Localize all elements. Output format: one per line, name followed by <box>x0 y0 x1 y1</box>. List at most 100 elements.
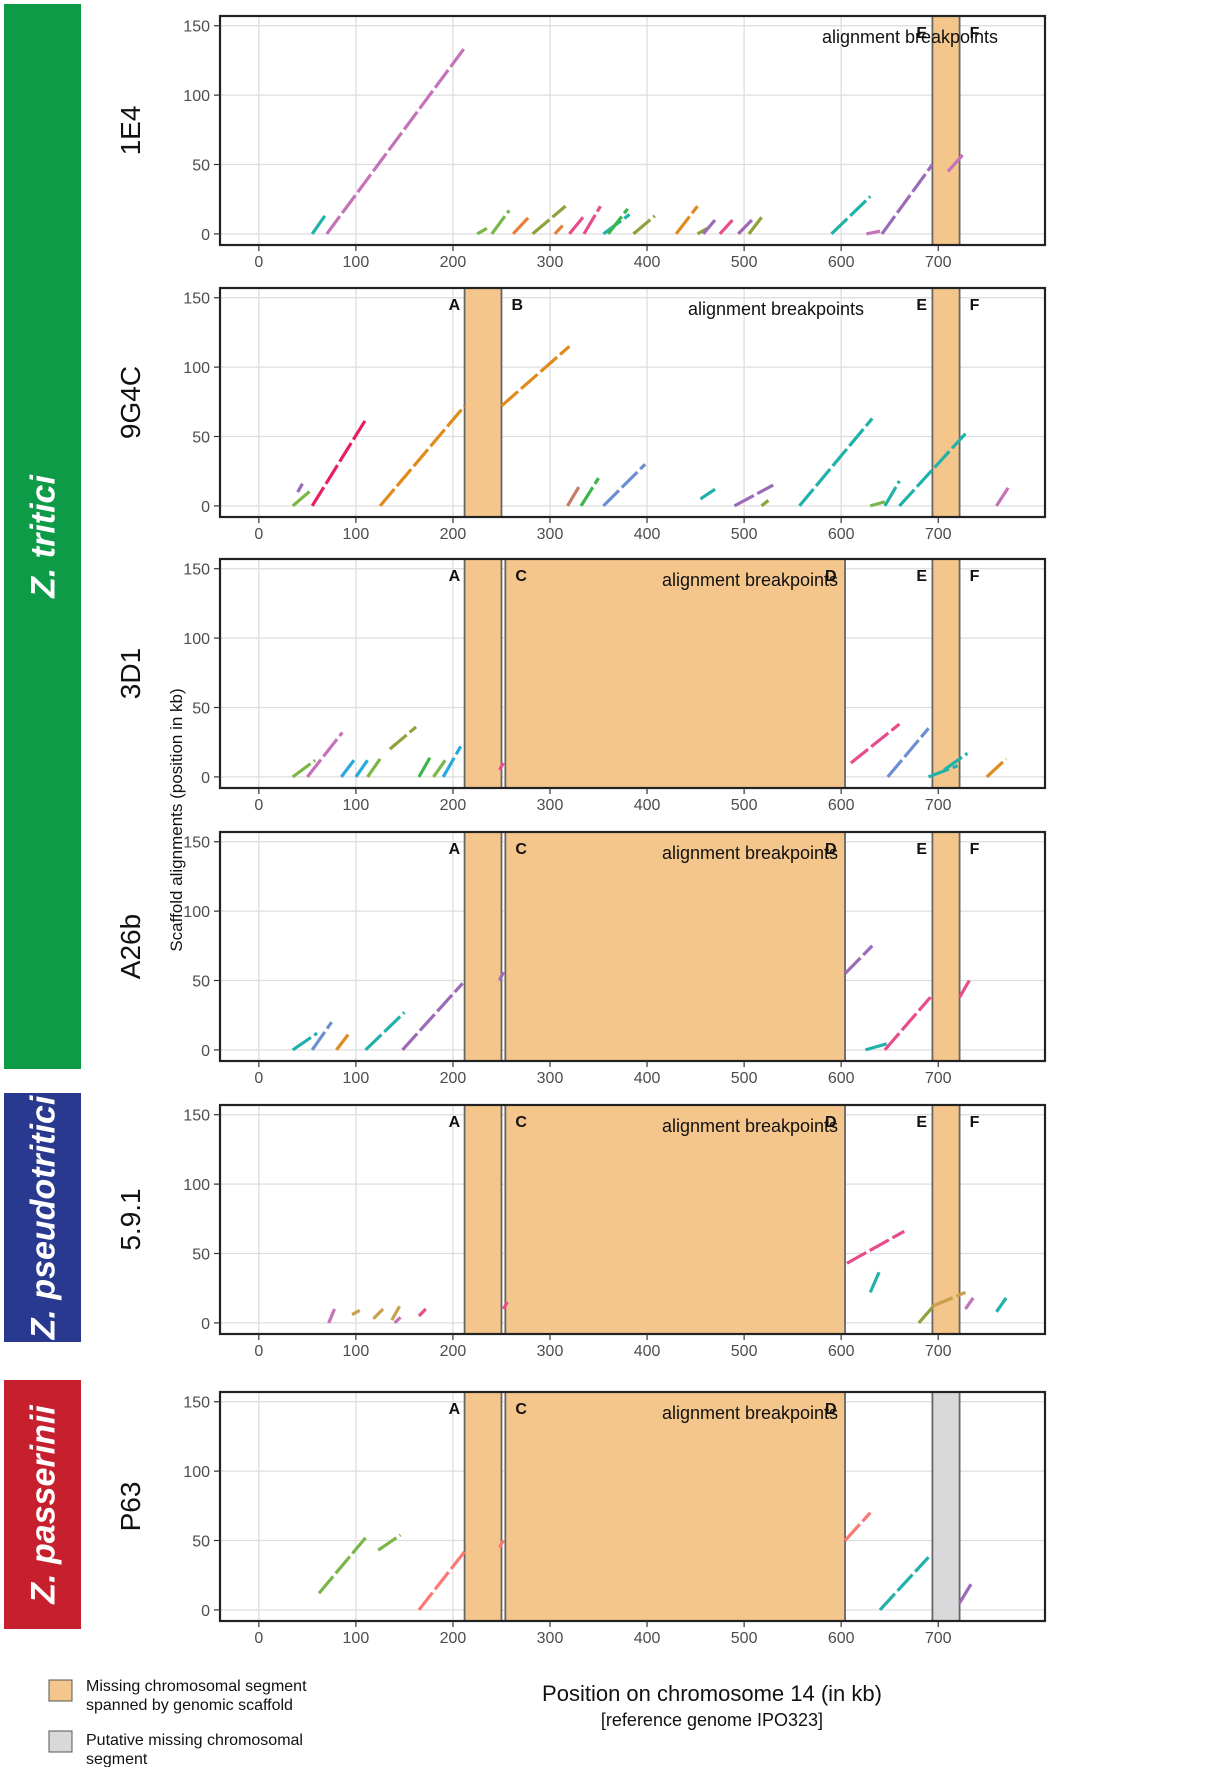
y-tick-label: 150 <box>183 1395 210 1412</box>
y-tick-label: 100 <box>183 1464 210 1481</box>
breakpoint-label: C <box>515 568 527 585</box>
x-tick-label: 500 <box>731 797 758 814</box>
region-layer: ABCDEF <box>449 831 980 1062</box>
alignment-segment <box>417 753 433 778</box>
alignment-segment <box>958 1581 974 1604</box>
alignment-segment <box>291 1031 318 1052</box>
alignment-segment <box>317 1536 367 1595</box>
alignment-segment <box>699 487 716 501</box>
y-axis-title: Scaffold alignments (position in kb) <box>167 688 186 951</box>
x-tick-label: 500 <box>731 1343 758 1360</box>
y-tick-label: 0 <box>201 1316 210 1333</box>
x-tick-label: 0 <box>254 1630 263 1647</box>
alignment-segment <box>582 205 602 235</box>
alignment-segment <box>883 996 932 1051</box>
alignment-segment <box>325 46 466 235</box>
x-tick-label: 500 <box>731 254 758 271</box>
species-label: Z. passerinii <box>25 1404 63 1605</box>
alignment-segment <box>917 1305 935 1324</box>
breakpoint-label: E <box>916 25 927 42</box>
alignment-segment <box>702 218 717 235</box>
x-tick-label: 600 <box>828 1343 855 1360</box>
x-tick-label: 400 <box>634 1070 661 1087</box>
alignment-segment <box>846 1229 906 1265</box>
strain-label: 9G4C <box>115 366 146 439</box>
x-axis-subtitle: [reference genome IPO323] <box>601 1710 823 1730</box>
legend-missing-line2: spanned by genomic scaffold <box>86 1697 293 1714</box>
alignment-segment <box>335 1033 350 1051</box>
alignment-segment <box>432 759 447 778</box>
panel-background <box>220 16 1045 245</box>
x-tick-label: 300 <box>537 1070 564 1087</box>
alignment-segment <box>502 1301 509 1310</box>
alignment-segment <box>364 1011 406 1052</box>
missing-segment-region <box>931 831 961 1062</box>
alignment-segment <box>441 745 463 778</box>
y-tick-label: 0 <box>201 770 210 787</box>
alignment-segment <box>733 483 774 508</box>
alignment-segment <box>500 345 571 408</box>
y-tick-label: 50 <box>192 974 210 991</box>
x-tick-label: 0 <box>254 1070 263 1087</box>
alignment-segment <box>849 722 901 765</box>
species-group: Z. passerinii <box>4 1380 81 1629</box>
species-bar <box>4 1380 81 1629</box>
alignment-segment <box>958 979 971 998</box>
legend-putative-line2: segment <box>86 1751 148 1767</box>
breakpoint-label: F <box>970 1114 980 1131</box>
x-tick-label: 600 <box>828 526 855 543</box>
alignment-segment <box>868 1269 882 1294</box>
species-bar <box>4 1093 81 1342</box>
alignment-segment <box>718 218 734 235</box>
alignment-segment <box>377 1533 402 1552</box>
alignment-segment <box>498 762 505 771</box>
breakpoint-label: D <box>825 568 837 585</box>
missing-segment-region <box>504 1391 846 1622</box>
x-tick-label: 100 <box>343 254 370 271</box>
strain-label: P63 <box>115 1482 146 1532</box>
alignment-segment <box>865 1041 891 1052</box>
alignment-segment <box>388 725 418 751</box>
missing-segment-region <box>463 1104 503 1335</box>
alignment-segment <box>898 432 967 507</box>
y-tick-label: 150 <box>183 1108 210 1125</box>
x-tick-label: 100 <box>343 1343 370 1360</box>
alignment-segment <box>476 226 488 236</box>
alignment-segment <box>883 480 901 507</box>
alignment-segment <box>760 499 770 508</box>
breakpoint-label: A <box>449 297 461 314</box>
alignment-segment <box>931 1290 967 1308</box>
alignment-segment <box>498 971 505 982</box>
y-tick-label: 100 <box>183 1177 210 1194</box>
breakpoint-annotation: alignment breakpoints <box>662 1403 838 1423</box>
x-tick-label: 500 <box>731 1630 758 1647</box>
legend-swatch-putative <box>48 1730 73 1753</box>
alignment-segment <box>498 1539 505 1549</box>
x-tick-label: 700 <box>925 1343 952 1360</box>
breakpoint-label: F <box>970 568 980 585</box>
alignment-segment <box>306 731 344 778</box>
alignment-segment <box>490 209 511 235</box>
alignment-segment <box>869 500 886 508</box>
x-tick-label: 0 <box>254 254 263 271</box>
plot-panel: ABCDEFalignment breakpoints0501001500100… <box>115 830 1047 1087</box>
alignment-segment <box>830 195 872 236</box>
alignment-segments <box>291 722 1008 779</box>
missing-segment-region <box>504 831 846 1062</box>
panel-border <box>218 830 1047 1063</box>
x-tick-label: 400 <box>634 254 661 271</box>
missing-segment-region <box>463 287 503 518</box>
alignment-segment <box>946 150 967 173</box>
alignment-segment <box>798 417 874 507</box>
x-tick-label: 100 <box>343 1070 370 1087</box>
missing-segment-region <box>931 1391 961 1622</box>
x-tick-label: 400 <box>634 797 661 814</box>
x-tick-label: 700 <box>925 1070 952 1087</box>
species-group: Z. tritici <box>4 4 81 1069</box>
y-tick-label: 0 <box>201 1603 210 1620</box>
alignment-segment <box>737 218 754 236</box>
panel-border <box>218 557 1047 790</box>
